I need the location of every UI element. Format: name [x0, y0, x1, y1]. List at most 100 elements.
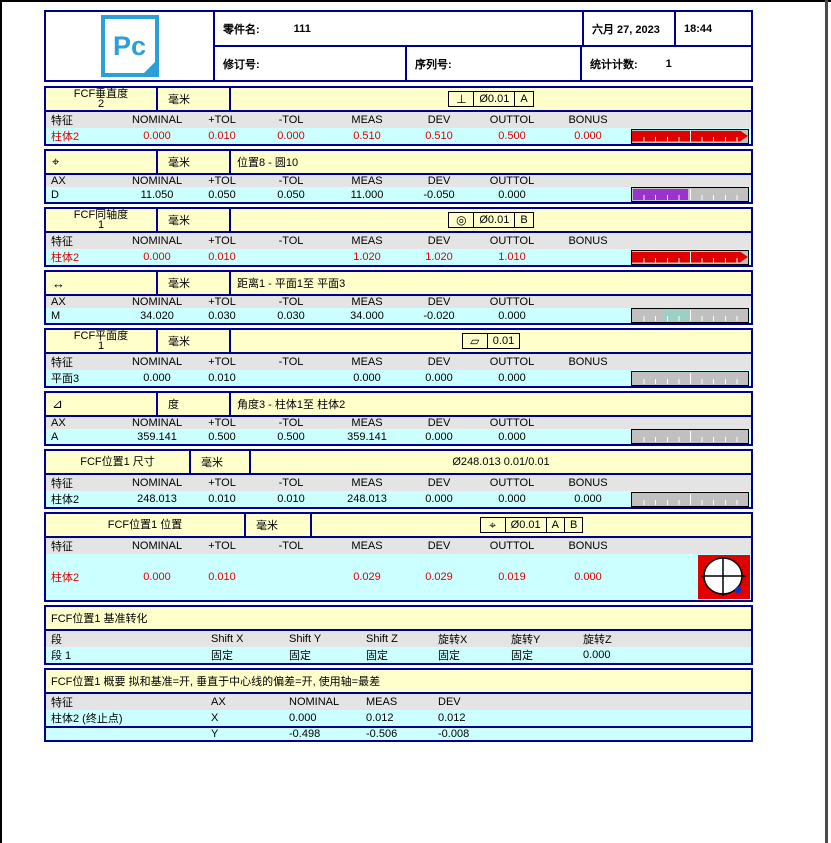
axis-name: M [51, 309, 61, 322]
axis-name: A [51, 430, 59, 443]
col-header: NOMINAL [289, 696, 340, 708]
value-cell: 359.141 [137, 430, 177, 443]
gdt-frame: ⌖ Ø0.01 A B [479, 517, 584, 533]
unit-label: 度 [158, 393, 231, 415]
col-header: OUTTOL [489, 175, 535, 187]
col-header: NOMINAL [131, 114, 183, 126]
angle-icon: ⊿ [46, 393, 158, 415]
col-header: 旋转Z [583, 634, 612, 646]
col-header: OUTTOL [489, 540, 535, 552]
stats-count-cell: 统计计数: 1 [582, 47, 751, 80]
unit-label: 毫米 [158, 151, 231, 173]
col-header: 特征 [51, 697, 73, 709]
col-header: 段 [51, 634, 62, 646]
stats-count-value: 1 [665, 57, 672, 70]
datum-ref: A [514, 91, 534, 107]
section-title: FCF位置1 基准转化 [46, 607, 751, 631]
datum-ref: B [563, 517, 584, 533]
value-cell: 固定 [289, 650, 311, 662]
value-cell: 0.019 [498, 571, 526, 583]
value-cell: 0.000 [498, 309, 526, 322]
serial-cell: 序列号: [407, 47, 582, 80]
deviation-bar [631, 249, 749, 265]
value-cell: 1.010 [498, 251, 526, 263]
col-header: 特征 [51, 236, 73, 248]
value-cell: -0.050 [423, 188, 455, 201]
table-row: 柱体2 (终止点) X 0.000 0.012 0.012 [46, 710, 751, 726]
col-header: +TOL [208, 296, 236, 308]
unit-label: 毫米 [158, 330, 231, 352]
value-cell: -0.008 [438, 728, 470, 740]
deviation-bar [631, 128, 749, 144]
col-header: -TOL [278, 356, 304, 368]
section-perpendicularity: FCF垂直度 2 毫米 ⊥ Ø0.01 A 特征 NOMINAL +TOL -T… [44, 86, 753, 146]
value-cell: 248.013 [137, 493, 177, 505]
value-cell: 0.010 [208, 372, 236, 384]
value-cell: 34.000 [350, 309, 384, 322]
value-cell: 0.000 [574, 493, 602, 505]
table-row: 柱体2 248.013 0.010 0.010 248.013 0.000 0.… [46, 491, 751, 507]
unit-label: 毫米 [246, 514, 312, 536]
deviation-dot [734, 586, 742, 594]
feature-name: 柱体2 [51, 131, 80, 143]
logo-text: Pc [112, 30, 147, 61]
column-headers: 特征 NOMINAL +TOL -TOL MEAS DEV OUTTOL BON… [46, 475, 751, 491]
distance-icon: ↔ [46, 272, 158, 294]
col-header: 特征 [51, 478, 73, 490]
col-header: DEV [427, 417, 451, 429]
axis-name: D [51, 188, 59, 201]
table-row: 柱体2 0.000 0.010 1.020 1.020 1.010 [46, 249, 751, 265]
deviation-bar [631, 429, 749, 444]
col-header: NOMINAL [131, 477, 183, 489]
col-header: -TOL [278, 235, 304, 247]
col-header: BONUS [568, 356, 608, 368]
serial-label: 序列号: [415, 58, 452, 71]
section-distance: ↔ 毫米 距离1 - 平面1至 平面3 AX NOMINAL +TOL -TOL… [44, 270, 753, 325]
col-header: DEV [427, 114, 451, 126]
col-header: BONUS [568, 114, 608, 126]
value-cell: 0.000 [583, 649, 611, 661]
dimension-description: 位置8 - 圆10 [237, 157, 299, 169]
deviation-bar [631, 370, 749, 386]
page-fold-icon [142, 61, 155, 73]
value-cell: 0.012 [438, 712, 466, 724]
unit-label: 毫米 [158, 272, 231, 294]
gdt-frame: ⊥ Ø0.01 A [448, 91, 534, 107]
value-cell: 0.000 [574, 130, 602, 142]
col-header: AX [51, 417, 66, 429]
report-time: 18:44 [684, 22, 713, 35]
value-cell: 0.000 [143, 372, 171, 384]
table-row: 段 1 固定 固定 固定 固定 固定 0.000 [46, 647, 751, 663]
tolerance-value: 0.01 [486, 333, 521, 349]
value-cell: -0.020 [423, 309, 455, 322]
gdt-frame: ▱ 0.01 [461, 333, 521, 349]
col-header: AX [51, 296, 66, 308]
col-header: MEAS [351, 477, 383, 489]
col-header: 特征 [51, 357, 73, 369]
value-cell: 0.010 [277, 493, 305, 505]
value-cell: 0.000 [289, 712, 317, 724]
value-cell: 0.500 [208, 430, 236, 443]
section-position-summary: FCF位置1 概要 拟和基准=开, 垂直于中心线的偏差=开, 使用轴=最差 特征… [44, 668, 753, 742]
column-headers: 段 Shift X Shift Y Shift Z 旋转X 旋转Y 旋转Z [46, 631, 751, 647]
value-cell: 固定 [211, 650, 233, 662]
table-row: Y -0.498 -0.506 -0.008 [46, 726, 751, 740]
value-cell: 248.013 [347, 493, 387, 505]
value-cell: 0.030 [277, 309, 305, 322]
column-headers: 特征 NOMINAL +TOL -TOL MEAS DEV OUTTOL BON… [46, 538, 751, 554]
col-header: 特征 [51, 115, 73, 127]
value-cell: 0.050 [208, 188, 236, 201]
col-header: MEAS [351, 417, 383, 429]
feature-name: 柱体2 (终止点) [51, 713, 123, 725]
pcdmis-logo-icon: Pc [100, 15, 159, 77]
col-header: AX [51, 175, 66, 187]
value-cell: 11.000 [350, 188, 384, 201]
col-header: DEV [427, 235, 451, 247]
col-header: BONUS [568, 477, 608, 489]
page-border-right [825, 0, 828, 843]
feature-name: 柱体2 [51, 494, 80, 506]
part-name-value: 111 [293, 22, 311, 35]
section-position-location: FCF位置1 位置 毫米 ⌖ Ø0.01 A B 特征 NOMINAL +TOL… [44, 512, 753, 602]
column-headers: 特征 AX NOMINAL MEAS DEV [46, 694, 751, 710]
value-cell: 0.000 [143, 571, 171, 583]
